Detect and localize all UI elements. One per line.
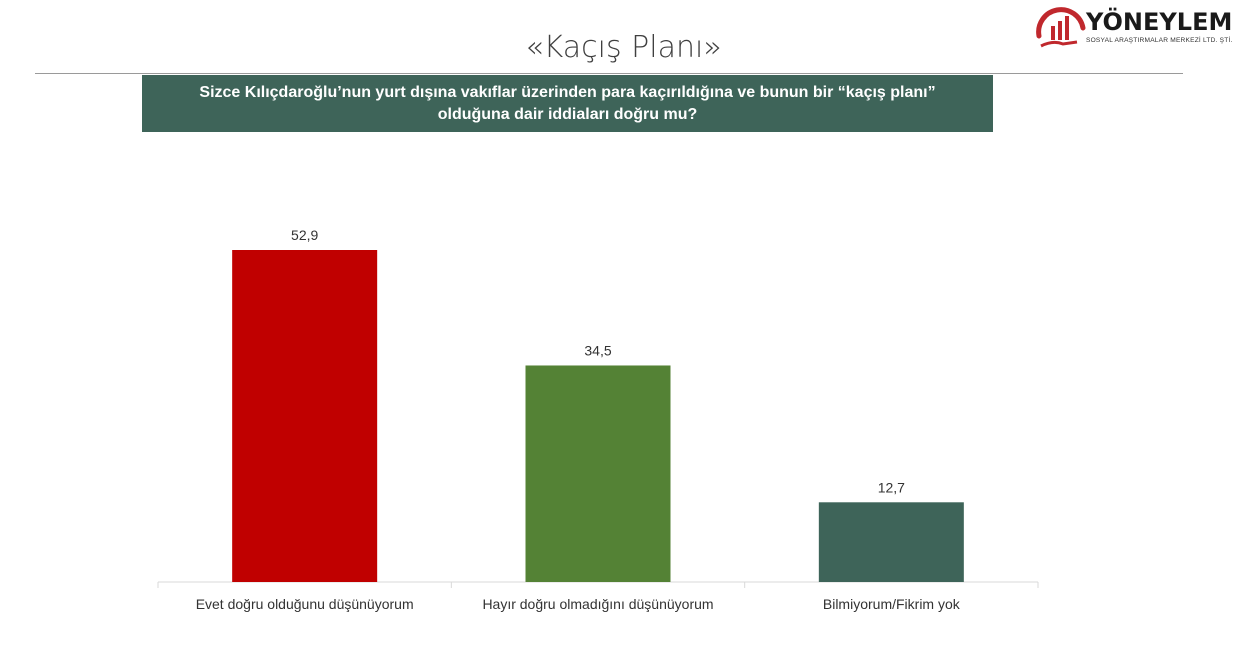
category-label: Bilmiyorum/Fikrim yok <box>823 596 961 612</box>
category-label: Hayır doğru olmadığını düşünüyorum <box>482 596 713 612</box>
question-text: Sizce Kılıçdaroğlu’nun yurt dışına vakıf… <box>199 83 936 123</box>
data-label: 34,5 <box>584 342 611 358</box>
logo-brand-text: YÖNEYLEM <box>1086 8 1233 36</box>
category-label: Evet doğru olduğunu düşünüyorum <box>196 596 414 612</box>
data-label: 52,9 <box>291 227 318 243</box>
question-banner: Sizce Kılıçdaroğlu’nun yurt dışına vakıf… <box>142 75 993 132</box>
page-title: «Kaçış Planı» <box>525 30 722 65</box>
bar <box>232 250 378 582</box>
bar <box>818 502 964 582</box>
logo-subtitle: SOSYAL ARAŞTIRMALAR MERKEZİ LTD. ŞTİ. <box>1086 37 1233 44</box>
bar <box>525 365 671 582</box>
company-logo: YÖNEYLEM SOSYAL ARAŞTIRMALAR MERKEZİ LTD… <box>1033 6 1233 52</box>
logo-mark-icon <box>1036 7 1086 48</box>
title-divider <box>35 73 1183 74</box>
data-label: 12,7 <box>878 479 905 495</box>
